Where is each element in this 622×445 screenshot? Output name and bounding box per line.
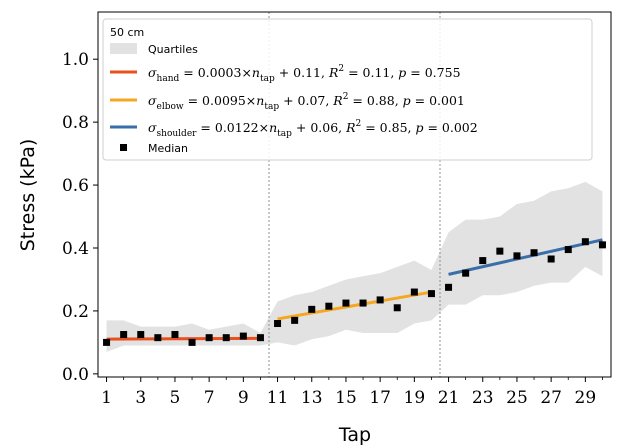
median-point xyxy=(205,334,213,342)
median-point xyxy=(376,296,384,304)
x-tick-label: 15 xyxy=(335,388,357,408)
x-tick-label: 25 xyxy=(506,388,528,408)
x-axis-label: Tap xyxy=(338,424,371,445)
median-point xyxy=(393,304,401,312)
legend-median-label: Median xyxy=(148,142,188,155)
median-point xyxy=(188,338,196,346)
fit-line-hand xyxy=(106,336,261,341)
median-point xyxy=(496,247,504,255)
x-tick-label: 23 xyxy=(472,388,494,408)
median-point xyxy=(256,334,264,342)
median-point xyxy=(120,331,128,339)
median-point xyxy=(222,334,230,342)
x-tick-label: 11 xyxy=(267,388,289,408)
median-point xyxy=(564,246,572,254)
plot-frame xyxy=(97,11,612,378)
median-point xyxy=(410,288,418,296)
legend-median-swatch xyxy=(120,144,127,151)
axes: 1 3 5 7 9 11 13 15 17 19 21 23 25 27 290.00.20.40.60.8… xyxy=(62,50,603,408)
median-point xyxy=(137,331,145,339)
median-point xyxy=(103,338,111,346)
x-tick-label: 3 xyxy=(135,388,146,408)
median-point xyxy=(445,283,453,291)
median-point xyxy=(462,269,470,277)
quartiles-band xyxy=(106,181,603,352)
y-tick-label: 1.0 xyxy=(62,50,89,70)
median-point xyxy=(547,255,555,263)
y-tick-label: 0.2 xyxy=(62,302,89,322)
legend-quartiles-label: Quartiles xyxy=(148,43,198,56)
fit-line-elbow xyxy=(277,290,432,321)
median-point xyxy=(274,320,282,328)
y-tick-label: 0.0 xyxy=(62,365,89,385)
legend-elbow-label: σelbow = 0.0095×ntap + 0.07, R2 = 0.88, … xyxy=(148,92,465,112)
x-tick-label: 1 xyxy=(101,388,112,408)
legend-quartiles-swatch xyxy=(110,43,137,54)
legend-hand-label: σhand = 0.0003×ntap + 0.11, R2 = 0.11, p… xyxy=(148,64,461,84)
median-point xyxy=(598,241,606,249)
y-tick-label: 0.6 xyxy=(62,176,89,196)
median-point xyxy=(513,252,521,260)
x-tick-label: 29 xyxy=(575,388,597,408)
median-point xyxy=(325,302,333,310)
legend: 50 cm Quartiles σhand = 0.0003×ntap + 0.… xyxy=(102,18,593,161)
median-point xyxy=(342,299,350,307)
x-tick-label: 21 xyxy=(438,388,460,408)
median-point xyxy=(171,331,179,339)
y-axis-label: Stress (kPa) xyxy=(17,139,39,252)
x-tick-label: 19 xyxy=(404,388,426,408)
legend-shoulder-label: σshoulder = 0.0122×ntap + 0.06, R2 = 0.8… xyxy=(148,119,478,139)
legend-title: 50 cm xyxy=(110,26,144,39)
median-point xyxy=(359,299,367,307)
median-point xyxy=(530,249,538,257)
x-tick-label: 7 xyxy=(204,388,215,408)
median-point xyxy=(308,305,316,313)
median-point xyxy=(154,334,162,342)
legend-frame xyxy=(102,18,593,161)
median-point xyxy=(479,257,487,265)
x-tick-label: 17 xyxy=(369,388,391,408)
plot-layer xyxy=(103,12,606,377)
x-tick-label: 27 xyxy=(540,388,562,408)
y-tick-label: 0.4 xyxy=(62,239,89,259)
x-tick-label: 5 xyxy=(170,388,181,408)
fit-line-shoulder xyxy=(448,238,603,276)
median-point xyxy=(239,332,247,340)
x-tick-label: 13 xyxy=(301,388,323,408)
median-point xyxy=(427,290,435,298)
x-tick-label: 9 xyxy=(238,388,249,408)
median-point xyxy=(581,238,589,246)
median-point xyxy=(291,316,299,324)
y-tick-label: 0.8 xyxy=(62,113,89,133)
